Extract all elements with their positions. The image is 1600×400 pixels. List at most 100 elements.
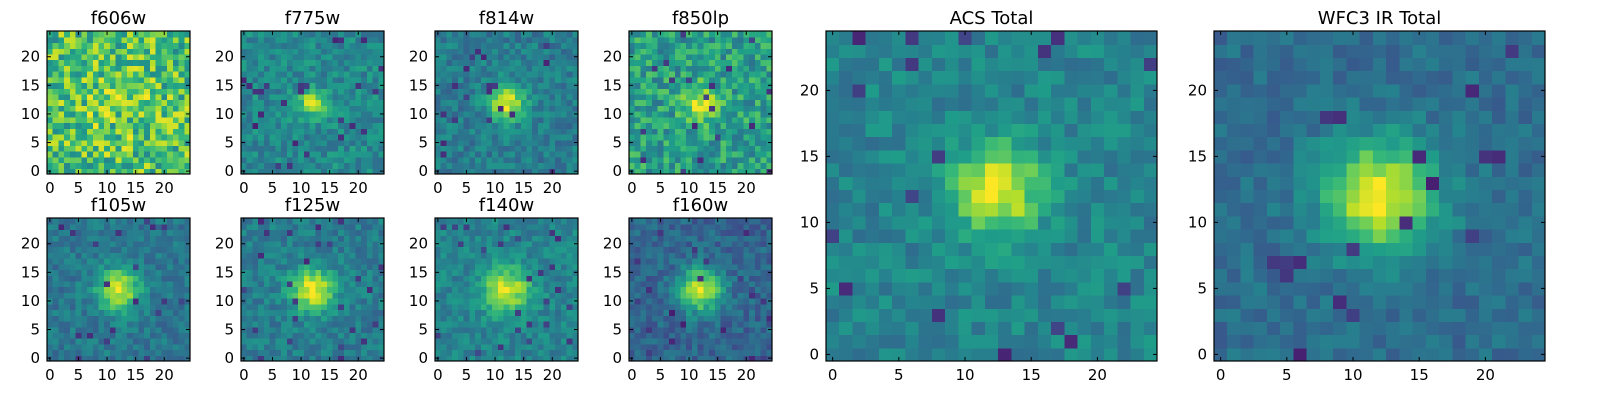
heatmap-cell [132, 303, 140, 311]
heatmap-cell [657, 280, 664, 288]
heatmap-cell [555, 263, 562, 271]
heatmap-cell [657, 65, 664, 72]
heatmap-cell [669, 65, 676, 72]
heatmap-cell [286, 145, 294, 152]
heatmap-cell [132, 122, 140, 129]
heatmap-cell [497, 36, 505, 44]
heatmap-cell [537, 36, 545, 44]
heatmap-cell [452, 128, 459, 135]
heatmap-cell [172, 240, 180, 248]
heatmap-cell [532, 303, 539, 311]
heatmap-cell [315, 48, 322, 55]
heatmap-cell [298, 122, 305, 129]
heatmap-cell [338, 320, 345, 328]
heatmap-cell [714, 280, 722, 288]
heatmap-cell [503, 122, 510, 129]
heatmap-cell [298, 252, 305, 259]
heatmap-cell [92, 303, 100, 311]
heatmap-cell [503, 223, 510, 231]
heatmap-cell [104, 88, 111, 95]
heatmap-cell [81, 65, 88, 72]
heatmap-cell [47, 315, 54, 322]
heatmap-cell [252, 343, 259, 351]
heatmap-cell [149, 88, 157, 95]
heatmap-cell [343, 218, 351, 225]
heatmap-cell [560, 258, 568, 265]
heatmap-cell [326, 42, 334, 49]
heatmap-cell [155, 355, 162, 362]
heatmap-cell [629, 105, 636, 112]
heatmap-cell [754, 338, 762, 345]
heatmap-cell [640, 65, 647, 72]
heatmap-cell [446, 292, 453, 299]
heatmap-cell [703, 162, 710, 169]
heatmap-cell [75, 59, 82, 66]
heatmap-cell [98, 315, 105, 322]
heatmap-cell [760, 133, 767, 141]
heatmap-cell [178, 258, 185, 265]
heatmap-cell [315, 65, 322, 72]
heatmap-cell [184, 292, 191, 299]
heatmap-cell [537, 275, 545, 282]
heatmap-cell [87, 349, 94, 356]
heatmap-cell [669, 168, 676, 175]
heatmap-cell [475, 82, 482, 89]
heatmap-cell [47, 105, 54, 112]
heatmap-cell [361, 42, 368, 49]
heatmap-cell [263, 286, 271, 293]
heatmap-cell [115, 355, 122, 362]
heatmap-cell [321, 122, 328, 129]
heatmap-cell [303, 82, 311, 89]
heatmap-cell [663, 343, 670, 351]
heatmap-cell [526, 151, 533, 158]
heatmap-cell [640, 151, 647, 158]
heatmap-cell [349, 223, 356, 231]
heatmap-cell [372, 269, 379, 276]
heatmap-cell [749, 280, 756, 288]
heatmap-cell [315, 53, 322, 61]
heatmap-cell [515, 76, 522, 84]
heatmap-cell [144, 332, 151, 339]
heatmap-cell [492, 298, 499, 305]
heatmap-cell [366, 128, 374, 135]
heatmap-cell [355, 105, 362, 112]
heatmap-cell [263, 31, 271, 38]
heatmap-cell [480, 263, 488, 271]
heatmap-cell [52, 145, 60, 152]
heatmap-cell [241, 303, 248, 311]
heatmap-cell [669, 82, 676, 89]
heatmap-cell [98, 320, 105, 328]
heatmap-cell [149, 303, 157, 311]
heatmap-cell [366, 303, 374, 311]
heatmap-cell [52, 355, 60, 362]
heatmap-cell [731, 338, 739, 345]
heatmap-cell [452, 235, 459, 242]
heatmap-cell [104, 65, 111, 72]
heatmap-cell [680, 93, 687, 101]
heatmap-cell [281, 42, 288, 49]
heatmap-cell [144, 286, 151, 293]
heatmap-cell [754, 36, 762, 44]
heatmap-cell [680, 298, 687, 305]
heatmap-cell [674, 292, 682, 299]
heatmap-cell [731, 151, 739, 158]
heatmap-cell [572, 162, 579, 169]
heatmap-cell [372, 246, 379, 253]
heatmap-cell [634, 303, 642, 311]
heatmap-cell [138, 263, 145, 271]
heatmap-cell [132, 151, 140, 158]
heatmap-cell [503, 320, 510, 328]
heatmap-cell [486, 139, 493, 146]
heatmap-cell [440, 338, 448, 345]
heatmap-cell [515, 320, 522, 328]
heatmap-cell [669, 162, 676, 169]
heatmap-cell [149, 223, 157, 231]
heatmap-cell [252, 218, 259, 225]
heatmap-cell [503, 156, 510, 164]
heatmap-cell [754, 349, 762, 356]
heatmap-cell [469, 326, 476, 333]
heatmap-cell [537, 82, 545, 89]
heatmap-cell [766, 332, 773, 339]
heatmap-cell [657, 275, 664, 282]
heatmap-cell [691, 156, 699, 164]
